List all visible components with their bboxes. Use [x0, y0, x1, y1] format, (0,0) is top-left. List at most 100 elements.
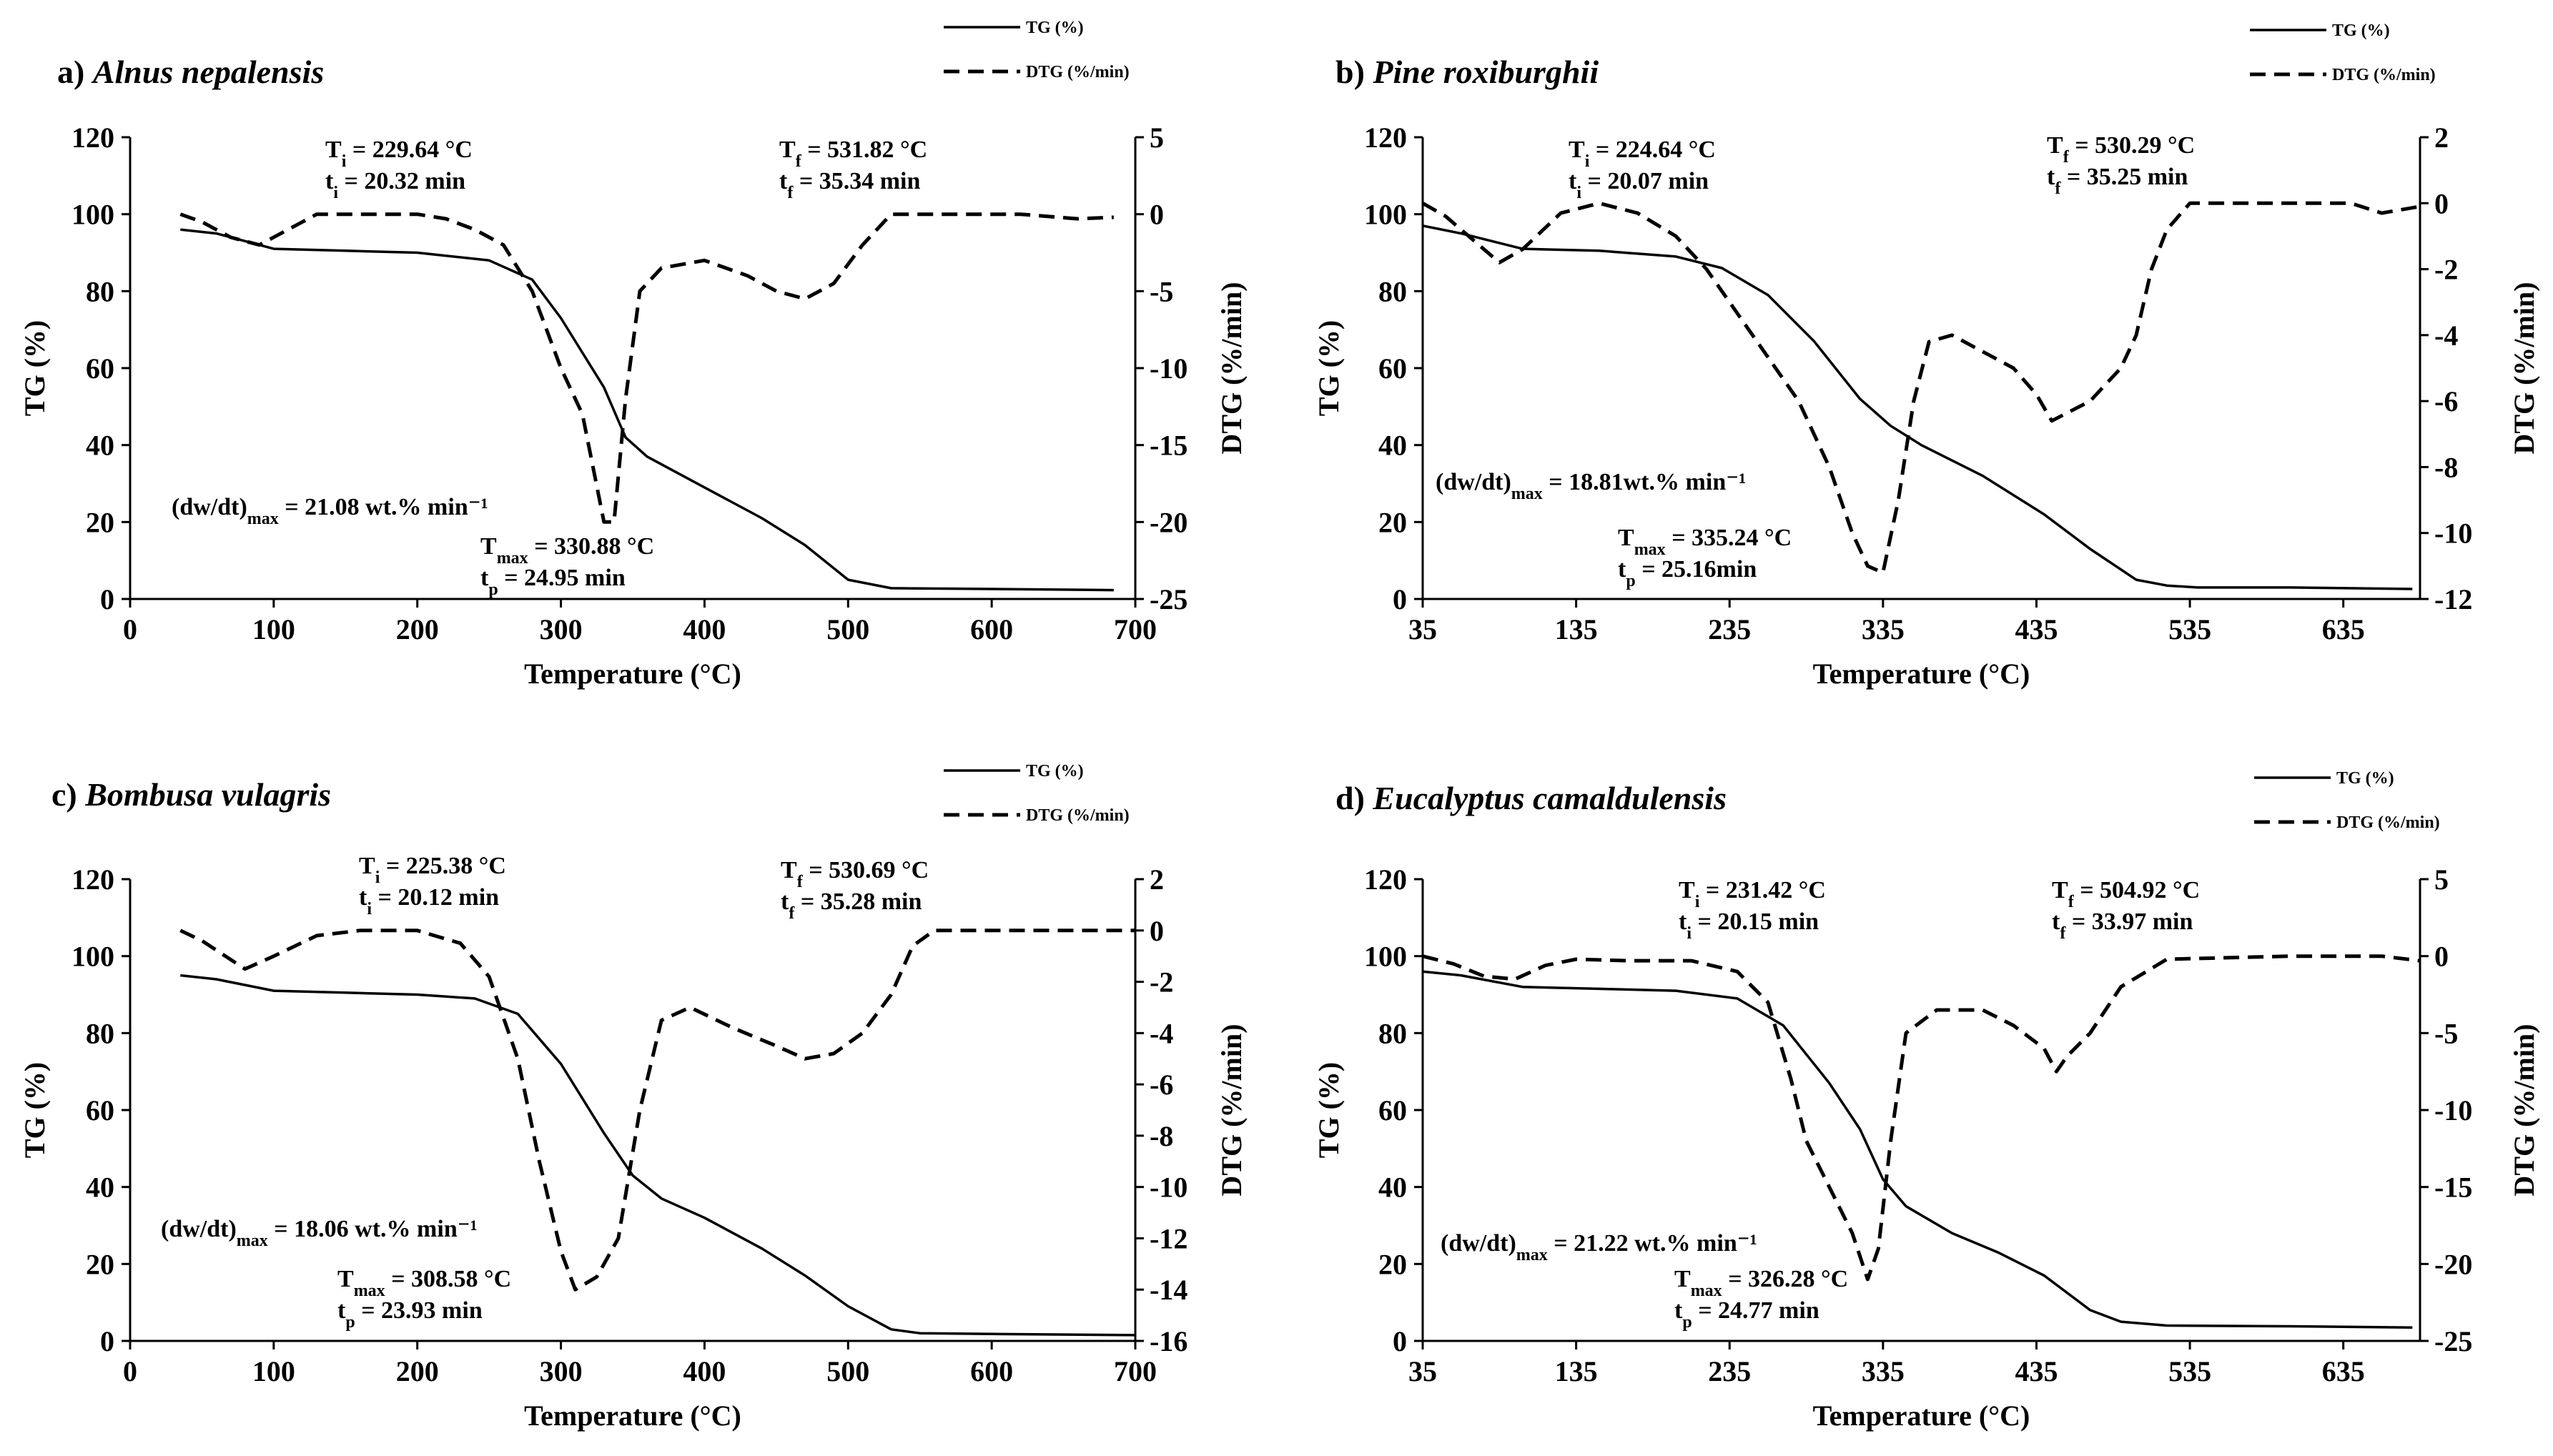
- peak-time: tp = 24.95 min: [480, 565, 626, 599]
- ann-symbol: t: [1674, 1297, 1683, 1324]
- x-tick-label: 335: [1862, 613, 1905, 645]
- ann-subscript: max: [354, 1282, 385, 1300]
- ann-value: = 20.07 min: [1581, 168, 1709, 194]
- tg-series-line: [1422, 970, 2413, 1329]
- ann-symbol: T: [1679, 877, 1695, 903]
- ann-value: = 21.22 wt.% min⁻¹: [1548, 1230, 1757, 1257]
- x-tick-label: 135: [1555, 613, 1598, 645]
- y-axis-title: TG (%): [1313, 1062, 1345, 1158]
- ann-symbol: T: [337, 1266, 354, 1292]
- legend-tg-label: TG (%): [2336, 769, 2394, 788]
- ann-symbol: t: [325, 168, 334, 194]
- ann-symbol: (dw/dt): [1436, 469, 1511, 495]
- tg-series-line: [180, 228, 1114, 592]
- y2-tick-label: -20: [1150, 506, 1187, 538]
- y2-tick-label: 0: [1150, 199, 1164, 231]
- x-tick-label: 135: [1555, 1355, 1598, 1387]
- y-tick-label: 80: [1378, 1017, 1407, 1049]
- y2-tick-label: -8: [2434, 451, 2458, 483]
- ann-subscript: f: [2060, 924, 2066, 943]
- y2-tick-label: -15: [2434, 1172, 2472, 1204]
- y2-tick-label: -4: [1150, 1017, 1173, 1049]
- ann-subscript: p: [345, 1313, 355, 1332]
- ann-subscript: i: [367, 900, 372, 918]
- legend-dtg-label: DTG (%/min): [2336, 813, 2440, 832]
- ann-symbol: t: [359, 884, 367, 911]
- ann-subscript: i: [1576, 184, 1581, 202]
- ann-subscript: p: [1682, 1313, 1692, 1332]
- x-tick-label: 235: [1708, 1355, 1751, 1387]
- final-temperature: Tf = 530.69 °C: [781, 857, 929, 891]
- x-axis-title: Temperature (°C): [524, 658, 741, 690]
- x-tick-label: 0: [123, 613, 137, 645]
- final-time: tf = 35.34 min: [779, 168, 920, 202]
- y2-tick-label: 0: [2434, 187, 2449, 219]
- y-tick-label: 0: [1393, 583, 1407, 615]
- y2-axis-title: DTG (%/min): [1215, 1024, 1248, 1196]
- y-tick-label: 40: [86, 1172, 114, 1204]
- y2-axis-title: DTG (%/min): [2508, 1024, 2540, 1196]
- panel-a: a) Alnus nepalensis 0 100 200 300 400 500 600 7…: [19, 19, 1248, 690]
- dtg-series-line: [179, 928, 1135, 1292]
- ann-subscript: f: [789, 904, 795, 923]
- y-tick-label: 120: [1364, 863, 1407, 896]
- ann-value: = 24.95 min: [498, 565, 626, 591]
- ann-symbol: T: [1618, 525, 1634, 551]
- panel-title: b) Pine roxiburghii: [1335, 54, 1599, 90]
- ann-subscript: i: [375, 868, 380, 887]
- legend-tg-label: TG (%): [1026, 762, 1084, 781]
- y2-tick-label: -12: [1150, 1222, 1187, 1254]
- ann-value: = 225.38 °C: [380, 853, 506, 879]
- y2-tick-label: -25: [1150, 583, 1187, 615]
- ann-value: = 35.34 min: [793, 168, 920, 194]
- y-tick-label: 100: [1364, 199, 1407, 231]
- ann-subscript: max: [237, 1232, 268, 1250]
- peak-time: tp = 23.93 min: [337, 1297, 483, 1332]
- x-tick-label: 200: [396, 613, 439, 645]
- ann-symbol: T: [779, 137, 796, 163]
- ann-value: = 21.08 wt.% min⁻¹: [279, 494, 488, 520]
- ann-value: = 25.16min: [1636, 556, 1757, 583]
- y-tick-label: 80: [86, 275, 114, 307]
- ann-subscript: i: [342, 152, 347, 171]
- ann-symbol: t: [1618, 556, 1626, 583]
- ann-symbol: T: [2047, 132, 2063, 159]
- ann-subscript: max: [1634, 540, 1666, 559]
- ann-value: = 20.15 min: [1692, 908, 1819, 935]
- initial-time: ti = 20.15 min: [1679, 908, 1819, 943]
- y2-tick-label: -10: [1150, 352, 1187, 385]
- x-tick-label: 400: [683, 613, 726, 645]
- x-tick-label: 300: [540, 613, 583, 645]
- x-tick-label: 400: [683, 1355, 726, 1387]
- x-tick-label: 435: [2015, 613, 2058, 645]
- ann-symbol: (dw/dt): [172, 494, 247, 520]
- y-tick-label: 20: [86, 1248, 114, 1280]
- y-tick-label: 40: [1378, 430, 1407, 462]
- y-tick-label: 0: [100, 1325, 114, 1357]
- max-rate-annotation: (dw/dt)max = 21.08 wt.% min⁻¹: [172, 494, 488, 528]
- y2-tick-label: -5: [2434, 1017, 2458, 1049]
- panel-title: a) Alnus nepalensis: [57, 54, 324, 90]
- initial-temperature: Ti = 231.42 °C: [1679, 877, 1826, 911]
- ann-value: = 20.32 min: [338, 168, 465, 194]
- peak-temperature: Tmax = 308.58 °C: [337, 1266, 511, 1300]
- x-tick-label: 500: [826, 1355, 869, 1387]
- y2-tick-label: -12: [2434, 583, 2472, 615]
- panel-b: b) Pine roxiburghii 35 135 235 335 435 535 635…: [1313, 21, 2540, 690]
- final-time: tf = 33.97 min: [2052, 908, 2193, 943]
- legend-dtg-label: DTG (%/min): [1026, 806, 1130, 825]
- x-axis-title: Temperature (°C): [1813, 1400, 2030, 1432]
- ann-subscript: f: [797, 873, 804, 891]
- y2-tick-label: 2: [1150, 863, 1164, 896]
- panel-title: c) Bombusa vulagris: [51, 776, 331, 813]
- y-axis-title: TG (%): [1313, 320, 1345, 416]
- x-tick-label: 235: [1708, 613, 1751, 645]
- ann-subscript: max: [1516, 1246, 1548, 1264]
- ann-subscript: p: [1626, 572, 1635, 590]
- x-tick-label: 635: [2322, 613, 2365, 645]
- y-tick-label: 100: [71, 941, 114, 973]
- y-tick-label: 120: [71, 863, 114, 896]
- y-tick-label: 100: [71, 199, 114, 231]
- y2-tick-label: -8: [1150, 1120, 1173, 1152]
- initial-temperature: Ti = 224.64 °C: [1569, 137, 1716, 171]
